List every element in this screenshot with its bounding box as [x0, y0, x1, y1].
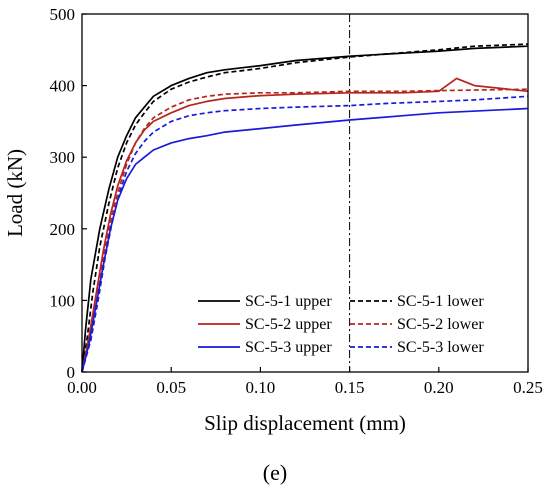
x-tick-label: 0.00 [67, 378, 97, 397]
x-tick-label: 0.15 [335, 378, 365, 397]
y-tick-label: 100 [50, 291, 76, 310]
series-line-2 [81, 43, 529, 373]
legend-label-4: SC-5-2 lower [397, 316, 484, 333]
legend: SC-5-1 upper SC-5-1 lower SC-5-2 upper SC-5… [198, 293, 484, 356]
y-tick-label: 300 [50, 148, 76, 167]
legend-label-5: SC-5-3 upper [245, 339, 332, 356]
legend-label-6: SC-5-3 lower [397, 339, 484, 356]
y-axis-label: Load (kN) [3, 149, 27, 237]
y-tick-label: 200 [50, 220, 76, 239]
tick-layer: 0.00 0.05 0.10 0.15 0.20 0.25 0 100 200 300 400 500 [50, 5, 543, 397]
legend-label-2: SC-5-1 lower [397, 293, 484, 310]
x-tick-label: 0.20 [424, 378, 454, 397]
x-tick-label: 0.10 [246, 378, 276, 397]
x-axis-label: Slip displacement (mm) [204, 411, 406, 435]
y-tick-label: 400 [50, 77, 76, 96]
chart-canvas: 0.00 0.05 0.10 0.15 0.20 0.25 0 100 200 300 400 500… [3, 5, 543, 435]
series-line-4 [81, 88, 529, 373]
x-tick-label: 0.25 [513, 378, 543, 397]
plot-frame [81, 13, 529, 373]
x-tick-label: 0.05 [156, 378, 186, 397]
y-tick-label: 500 [50, 5, 76, 24]
legend-label-1: SC-5-1 upper [245, 293, 332, 310]
y-tick-label: 0 [67, 363, 76, 382]
figure-caption: (e) [262, 460, 288, 485]
series-line-3 [81, 77, 529, 373]
series-line-6 [81, 95, 529, 373]
legend-label-3: SC-5-2 upper [245, 316, 332, 333]
series-layer [81, 43, 529, 373]
